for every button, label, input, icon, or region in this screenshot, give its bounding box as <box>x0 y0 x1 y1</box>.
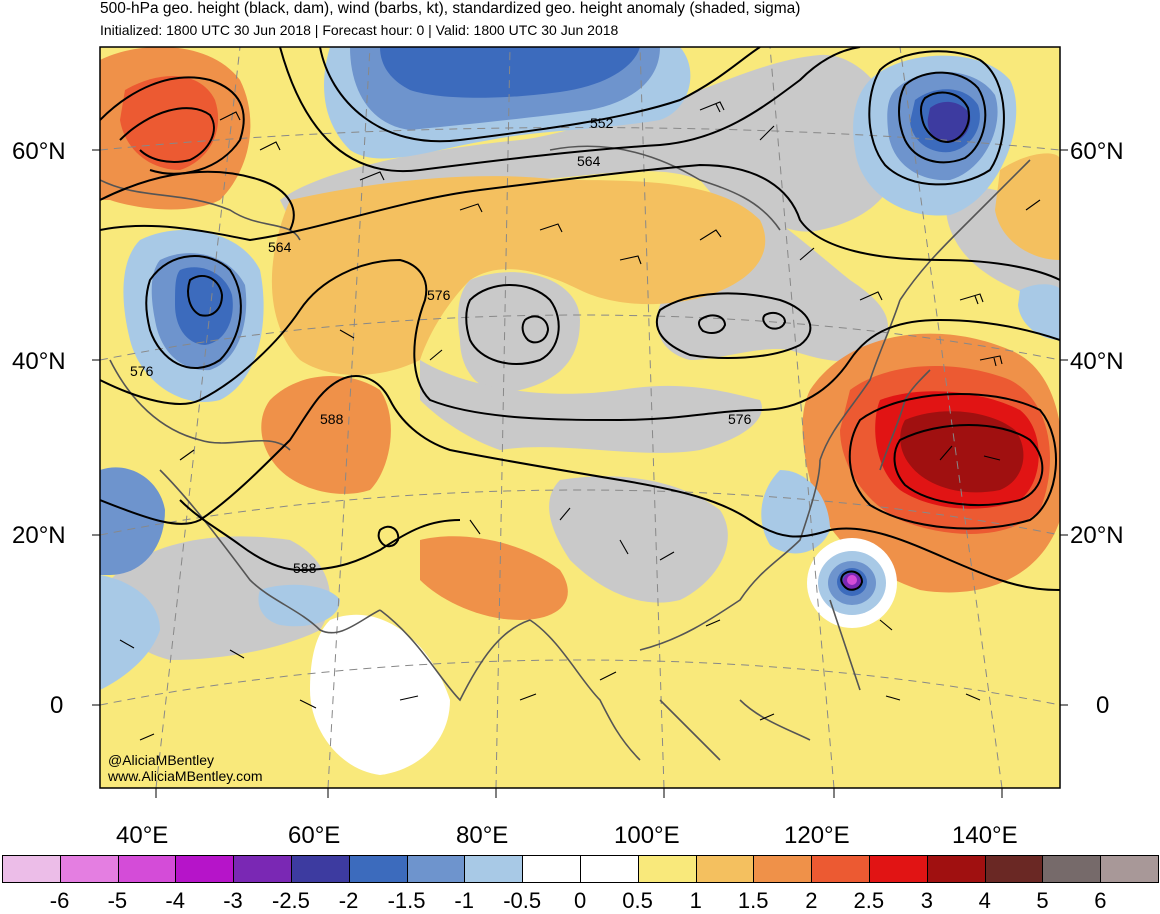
contour-labels: 552 564 564 576 576 576 588 588 <box>130 115 752 576</box>
colorbar-tick-label: 5 <box>1036 888 1049 913</box>
lat-label-eq-right: 0 <box>1096 692 1110 719</box>
colorbar-cell <box>1100 855 1159 883</box>
colorbar-tick-label: 0.5 <box>622 888 653 913</box>
anomaly-orange-kamchatka <box>995 153 1060 260</box>
anomaly-orange-india <box>420 536 568 620</box>
lat-label-20n-left: 20°N <box>12 522 66 549</box>
wind-barbs <box>119 101 1041 741</box>
colorbar-cell <box>695 855 755 883</box>
colorbar-tick-label: 1.5 <box>737 888 769 913</box>
lat-label-40n-right: 40°N <box>1070 348 1124 375</box>
credit-handle: @AliciaMBentley <box>108 752 215 768</box>
colorbar <box>2 855 1159 885</box>
graticule <box>100 47 1060 788</box>
colorbar-tick-label: -1.5 <box>387 888 426 913</box>
colorbar-cell <box>984 855 1044 883</box>
colorbar-tick-label: -6 <box>49 888 70 913</box>
anomaly-white-arabian <box>310 614 450 775</box>
anomaly-orange-siberia <box>271 176 766 375</box>
colorbar-tick-label: -1 <box>454 888 474 913</box>
lon-label-140e: 140°E <box>952 822 1018 849</box>
colorbar-cell <box>2 855 61 883</box>
colorbar-tick-label: 2 <box>805 888 818 913</box>
contour-label-564-b: 564 <box>268 239 292 255</box>
colorbar-cell <box>291 855 350 883</box>
contour-label-576-c: 576 <box>728 411 752 427</box>
colorbar-tick-label: 0 <box>574 888 587 913</box>
anomaly-blue-gulf <box>258 584 340 627</box>
anomaly-grey-kazakh <box>458 272 580 392</box>
anomaly-grey-tarim <box>420 360 762 453</box>
map-ticks <box>92 149 1068 798</box>
contour-label-564-a: 564 <box>577 153 601 169</box>
anomaly-blue-africa-south <box>100 575 160 690</box>
contour-label-576-b: 576 <box>130 363 154 379</box>
anomaly-grey-tibet <box>549 476 728 603</box>
anomaly-blue-pacific-ne <box>1018 284 1060 340</box>
map-content: 552 564 564 576 576 576 588 588 <box>100 47 1060 788</box>
colorbar-tick-label: -3 <box>223 888 243 913</box>
colorbar-tick-label: 6 <box>1094 888 1107 913</box>
lat-label-60n-right: 60°N <box>1070 138 1124 165</box>
anomaly-grey-arabia <box>108 536 330 660</box>
colorbar-cell <box>869 855 928 883</box>
colorbar-tick-label: -5 <box>107 888 128 913</box>
credit-site: www.AliciaMBentley.com <box>108 768 263 784</box>
colorbar-cell <box>580 855 639 883</box>
colorbar-cell <box>1042 855 1102 883</box>
coastlines <box>100 145 1031 761</box>
colorbar-tick-label: 2.5 <box>853 888 885 913</box>
colorbar-cell <box>926 855 986 883</box>
lon-label-60e: 60°E <box>288 822 341 849</box>
anomaly-blue-africa <box>100 467 165 575</box>
lon-label-120e: 120°E <box>784 822 850 849</box>
map-frame <box>99 46 1061 789</box>
lon-label-40e: 40°E <box>116 822 169 849</box>
colorbar-tick-label: -0.5 <box>503 888 542 913</box>
lat-label-40n-left: 40°N <box>12 348 66 375</box>
contour-label-588-a: 588 <box>320 411 344 427</box>
contour-label-552-a: 552 <box>590 115 614 131</box>
colorbar-cell <box>522 855 581 883</box>
anomaly-orange-caspian <box>261 376 391 494</box>
contour-label-576-a: 576 <box>427 287 451 303</box>
colorbar-tick-label: -4 <box>165 888 185 913</box>
anomaly-red-scandinavia <box>120 76 219 170</box>
lat-label-20n-right: 20°N <box>1070 522 1124 549</box>
colorbar-cell <box>59 855 119 883</box>
colorbar-cell <box>811 855 870 883</box>
colorbar-tick-label: 4 <box>978 888 991 913</box>
colorbar-cell <box>233 855 292 883</box>
lon-label-80e: 80°E <box>456 822 509 849</box>
height-contours <box>100 47 1060 591</box>
colorbar-tick-label: 1 <box>689 888 702 913</box>
lon-label-100e: 100°E <box>614 822 680 849</box>
colorbar-cell <box>464 855 524 883</box>
anomaly-blue-okhotsk-core <box>927 101 971 143</box>
contour-label-588-b: 588 <box>293 560 317 576</box>
chart-subtitle: Initialized: 1800 UTC 30 Jun 2018 | Fore… <box>100 22 619 38</box>
colorbar-cell <box>117 855 177 883</box>
colorbar-cell <box>637 855 697 883</box>
colorbar-cell <box>406 855 466 883</box>
colorbar-cell <box>348 855 408 883</box>
chart-title: 500-hPa geo. height (black, dam), wind (… <box>100 0 801 17</box>
lat-label-60n-left: 60°N <box>12 138 66 165</box>
lat-label-eq-left: 0 <box>50 692 64 719</box>
colorbar-tick-label: -2.5 <box>272 888 310 913</box>
colorbar-cell <box>175 855 235 883</box>
anomaly-blue-china-coast <box>761 470 830 554</box>
colorbar-tick-label: -2 <box>338 888 359 913</box>
anomaly-japan-core <box>900 411 1024 493</box>
typhoon-core <box>847 575 857 585</box>
colorbar-tick-label: 3 <box>920 888 934 913</box>
colorbar-cell <box>753 855 813 883</box>
